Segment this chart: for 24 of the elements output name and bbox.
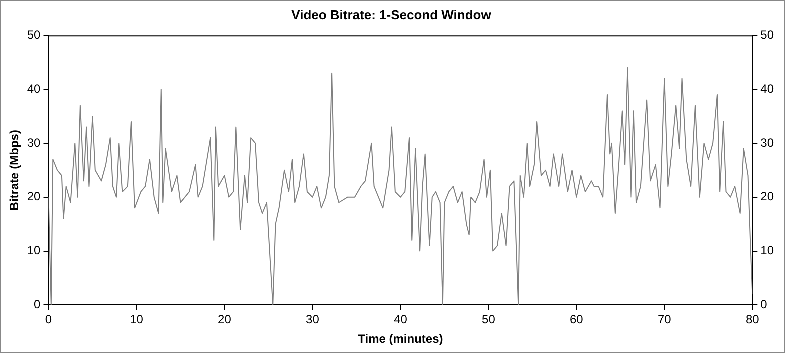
y-tick-label: 30 (27, 136, 42, 150)
y2-tick-label: 20 (760, 190, 774, 204)
y2-tick-label: 40 (760, 82, 774, 96)
y-tick-label: 0 (34, 298, 42, 312)
y2-tick-label: 50 (760, 28, 774, 42)
x-tick-label: 80 (746, 312, 760, 327)
x-tick-label: 60 (570, 312, 584, 327)
y-tick-label: 40 (27, 82, 42, 96)
y2-tick-label: 0 (760, 298, 768, 312)
y2-tick-label: 30 (760, 136, 774, 150)
y-axis-title: Bitrate (Mbps) (8, 130, 22, 211)
chart-title: Video Bitrate: 1-Second Window (292, 7, 492, 22)
y-tick-label: 10 (27, 244, 42, 258)
x-tick-label: 0 (45, 312, 52, 327)
y2-tick-label: 10 (760, 244, 774, 258)
x-tick-label: 30 (306, 312, 320, 327)
x-tick-label: 10 (130, 312, 144, 327)
y-tick-label: 20 (27, 190, 42, 204)
x-tick-label: 20 (218, 312, 232, 327)
x-tick-label: 40 (394, 312, 408, 327)
y-tick-label: 50 (27, 28, 42, 42)
x-tick-label: 50 (482, 312, 496, 327)
x-axis-title: Time (minutes) (358, 332, 444, 346)
x-tick-label: 70 (658, 312, 672, 327)
